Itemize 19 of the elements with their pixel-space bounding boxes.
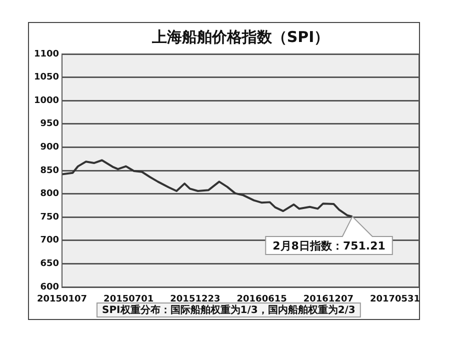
y-tick-label: 1000 <box>34 96 59 106</box>
text: SPI权重分布：国际船舶权重为1/3，国内船舶权重为2/3 <box>102 304 356 316</box>
y-tick-label: 950 <box>40 119 59 130</box>
y-tick-label: 800 <box>40 189 59 200</box>
x-tick-label: 20151223 <box>170 294 220 305</box>
y-tick-label: 1100 <box>34 49 59 60</box>
y-tick-label: 1050 <box>34 72 59 83</box>
y-tick-label: 750 <box>40 212 59 222</box>
y-tick-label: 650 <box>40 259 59 270</box>
y-tick-label: 600 <box>40 282 59 292</box>
x-tick-label: 20150107 <box>36 294 88 305</box>
x-tick-label: 20160615 <box>236 294 287 305</box>
x-tick-label: 20161207 <box>303 294 354 305</box>
x-tick-label: 20150701 <box>104 294 154 305</box>
annotation: 2月8日指数：751.21 <box>272 239 386 252</box>
chart-title: 上海船舶价格指数（SPI） <box>150 28 330 46</box>
y-tick-label: 700 <box>40 236 59 246</box>
y-tick-label: 850 <box>40 166 59 176</box>
y-tick-label: 900 <box>40 142 59 153</box>
